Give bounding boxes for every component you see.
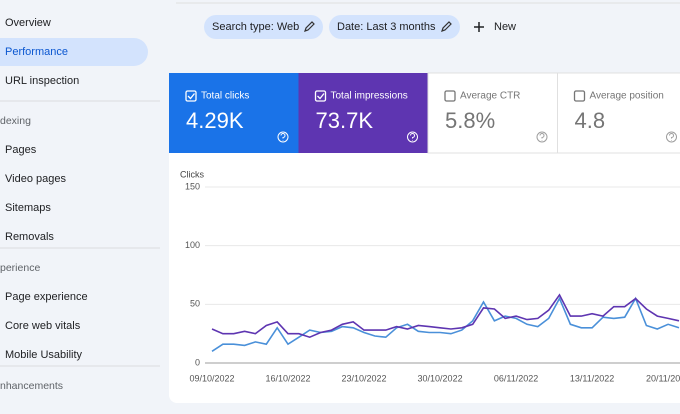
nav-heading: perience (0, 262, 40, 274)
chip-label: Search type: Web (212, 21, 299, 33)
nav-item[interactable]: Overview (5, 17, 51, 29)
nav-heading: dexing (0, 115, 31, 127)
x-tick-label: 13/11/2022 (570, 373, 614, 383)
card-label: Total impressions (331, 91, 408, 102)
card-label: Average position (590, 91, 664, 102)
x-tick-label: 09/10/2022 (189, 373, 234, 383)
new-button[interactable]: New (494, 21, 516, 33)
chip-label: Date: Last 3 months (337, 21, 436, 33)
card-label: Total clicks (201, 91, 249, 102)
card-value: 4.8 (575, 108, 606, 133)
nav-item[interactable]: Sitemaps (5, 202, 51, 214)
y-tick-label: 150 (185, 181, 200, 191)
y-tick-label: 100 (185, 240, 200, 250)
nav-item[interactable]: Mobile Usability (5, 349, 83, 361)
nav-item[interactable]: Performance (5, 46, 68, 58)
card-value: 4.29K (186, 108, 244, 133)
x-tick-label: 30/10/2022 (418, 373, 463, 383)
nav-heading: nhancements (0, 380, 63, 392)
x-tick-label: 23/10/2022 (342, 373, 387, 383)
nav-item[interactable]: Page experience (5, 291, 88, 303)
card-label: Average CTR (460, 91, 520, 102)
y-tick-label: 0 (195, 357, 200, 367)
card-value: 5.8% (445, 108, 495, 133)
card-value: 73.7K (316, 108, 374, 133)
nav-item[interactable]: Core web vitals (5, 320, 81, 332)
y-tick-label: 50 (190, 299, 200, 309)
x-tick-label: 20/11/2022 (646, 373, 680, 383)
x-tick-label: 16/10/2022 (265, 373, 310, 383)
y-axis-title: Clicks (180, 169, 204, 179)
nav-item[interactable]: Removals (5, 231, 54, 243)
plus-icon (474, 22, 484, 32)
nav-item[interactable]: Video pages (5, 173, 66, 185)
x-tick-label: 06/11/2022 (494, 373, 538, 383)
nav-item[interactable]: URL inspection (5, 75, 79, 87)
nav-item[interactable]: Pages (5, 144, 37, 156)
